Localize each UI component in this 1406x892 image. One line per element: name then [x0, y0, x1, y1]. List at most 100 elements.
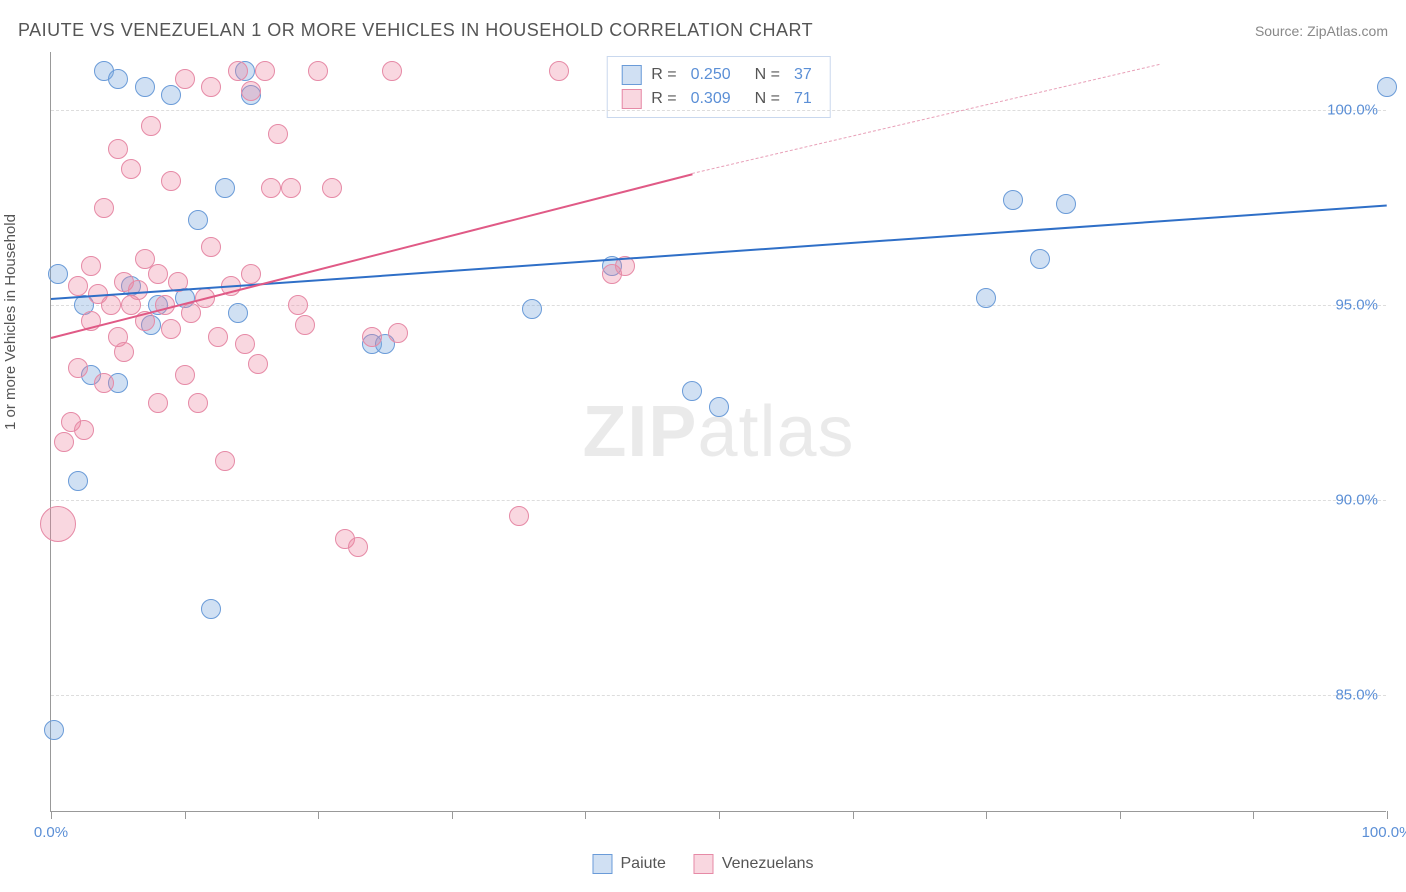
data-point: [114, 342, 134, 362]
legend-r-value: 0.250: [687, 66, 735, 84]
data-point: [268, 124, 288, 144]
gridline: [51, 695, 1386, 696]
y-tick-label: 100.0%: [1327, 102, 1378, 119]
x-tick-label: 0.0%: [34, 824, 68, 841]
data-point: [288, 295, 308, 315]
data-point: [201, 237, 221, 257]
y-tick-label: 90.0%: [1335, 492, 1378, 509]
data-point: [161, 85, 181, 105]
data-point: [308, 61, 328, 81]
data-point: [148, 393, 168, 413]
data-point: [709, 397, 729, 417]
legend-swatch: [621, 89, 641, 109]
x-tick-label: 100.0%: [1362, 824, 1406, 841]
data-point: [161, 171, 181, 191]
chart-title: PAIUTE VS VENEZUELAN 1 OR MORE VEHICLES …: [18, 20, 813, 41]
scatter-plot: ZIPatlas R =0.250N =37R =0.309N =71 85.0…: [50, 52, 1386, 812]
data-point: [68, 471, 88, 491]
data-point: [241, 264, 261, 284]
data-point: [201, 77, 221, 97]
data-point: [228, 61, 248, 81]
source-attribution: Source: ZipAtlas.com: [1255, 23, 1388, 39]
data-point: [121, 159, 141, 179]
legend-r-value: 0.309: [687, 90, 735, 108]
correlation-legend: R = 0.250 N = 37 R = 0.309 N = 71: [606, 56, 831, 118]
data-point: [255, 61, 275, 81]
y-axis-label: 1 or more Vehicles in Household: [2, 214, 19, 430]
data-point: [175, 365, 195, 385]
data-point: [509, 506, 529, 526]
x-tick: [986, 811, 987, 819]
data-point: [94, 373, 114, 393]
legend-r-label: R =: [651, 66, 676, 84]
data-point: [128, 280, 148, 300]
legend-n-value: 71: [790, 90, 816, 108]
legend-r-label: R =: [651, 90, 676, 108]
legend-swatch: [694, 854, 714, 874]
data-point: [1003, 190, 1023, 210]
legend-n-label: N =: [755, 66, 780, 84]
data-point: [235, 334, 255, 354]
x-tick: [853, 811, 854, 819]
data-point: [44, 720, 64, 740]
data-point: [188, 210, 208, 230]
data-point: [682, 381, 702, 401]
data-point: [976, 288, 996, 308]
gridline: [51, 305, 1386, 306]
data-point: [175, 69, 195, 89]
data-point: [74, 420, 94, 440]
data-point: [40, 506, 76, 542]
data-point: [94, 198, 114, 218]
data-point: [215, 451, 235, 471]
data-point: [348, 537, 368, 557]
data-point: [148, 264, 168, 284]
x-tick: [452, 811, 453, 819]
data-point: [1377, 77, 1397, 97]
data-point: [549, 61, 569, 81]
data-point: [81, 256, 101, 276]
data-point: [54, 432, 74, 452]
data-point: [215, 178, 235, 198]
legend-label: Venezuelans: [722, 855, 814, 873]
data-point: [522, 299, 542, 319]
legend-row: R = 0.309 N = 71: [621, 87, 816, 111]
data-point: [141, 116, 161, 136]
legend-swatch: [592, 854, 612, 874]
data-point: [1056, 194, 1076, 214]
data-point: [48, 264, 68, 284]
legend-n-label: N =: [755, 90, 780, 108]
data-point: [135, 77, 155, 97]
data-point: [161, 319, 181, 339]
data-point: [68, 276, 88, 296]
data-point: [181, 303, 201, 323]
data-point: [108, 139, 128, 159]
x-tick: [1120, 811, 1121, 819]
data-point: [208, 327, 228, 347]
x-tick: [51, 811, 52, 819]
data-point: [1030, 249, 1050, 269]
legend-label: Paiute: [620, 855, 665, 873]
x-tick: [1253, 811, 1254, 819]
x-tick: [185, 811, 186, 819]
data-point: [108, 69, 128, 89]
x-tick: [719, 811, 720, 819]
gridline: [51, 500, 1386, 501]
x-tick: [1387, 811, 1388, 819]
data-point: [322, 178, 342, 198]
legend-row: R = 0.250 N = 37: [621, 63, 816, 87]
legend-n-value: 37: [790, 66, 816, 84]
data-point: [261, 178, 281, 198]
series-legend: Paiute Venezuelans: [592, 854, 813, 874]
data-point: [248, 354, 268, 374]
data-point: [101, 295, 121, 315]
data-point: [388, 323, 408, 343]
data-point: [281, 178, 301, 198]
y-tick-label: 85.0%: [1335, 687, 1378, 704]
x-tick: [585, 811, 586, 819]
data-point: [382, 61, 402, 81]
x-tick: [318, 811, 319, 819]
legend-item: Paiute: [592, 854, 665, 874]
y-tick-label: 95.0%: [1335, 297, 1378, 314]
gridline: [51, 110, 1386, 111]
data-point: [201, 599, 221, 619]
